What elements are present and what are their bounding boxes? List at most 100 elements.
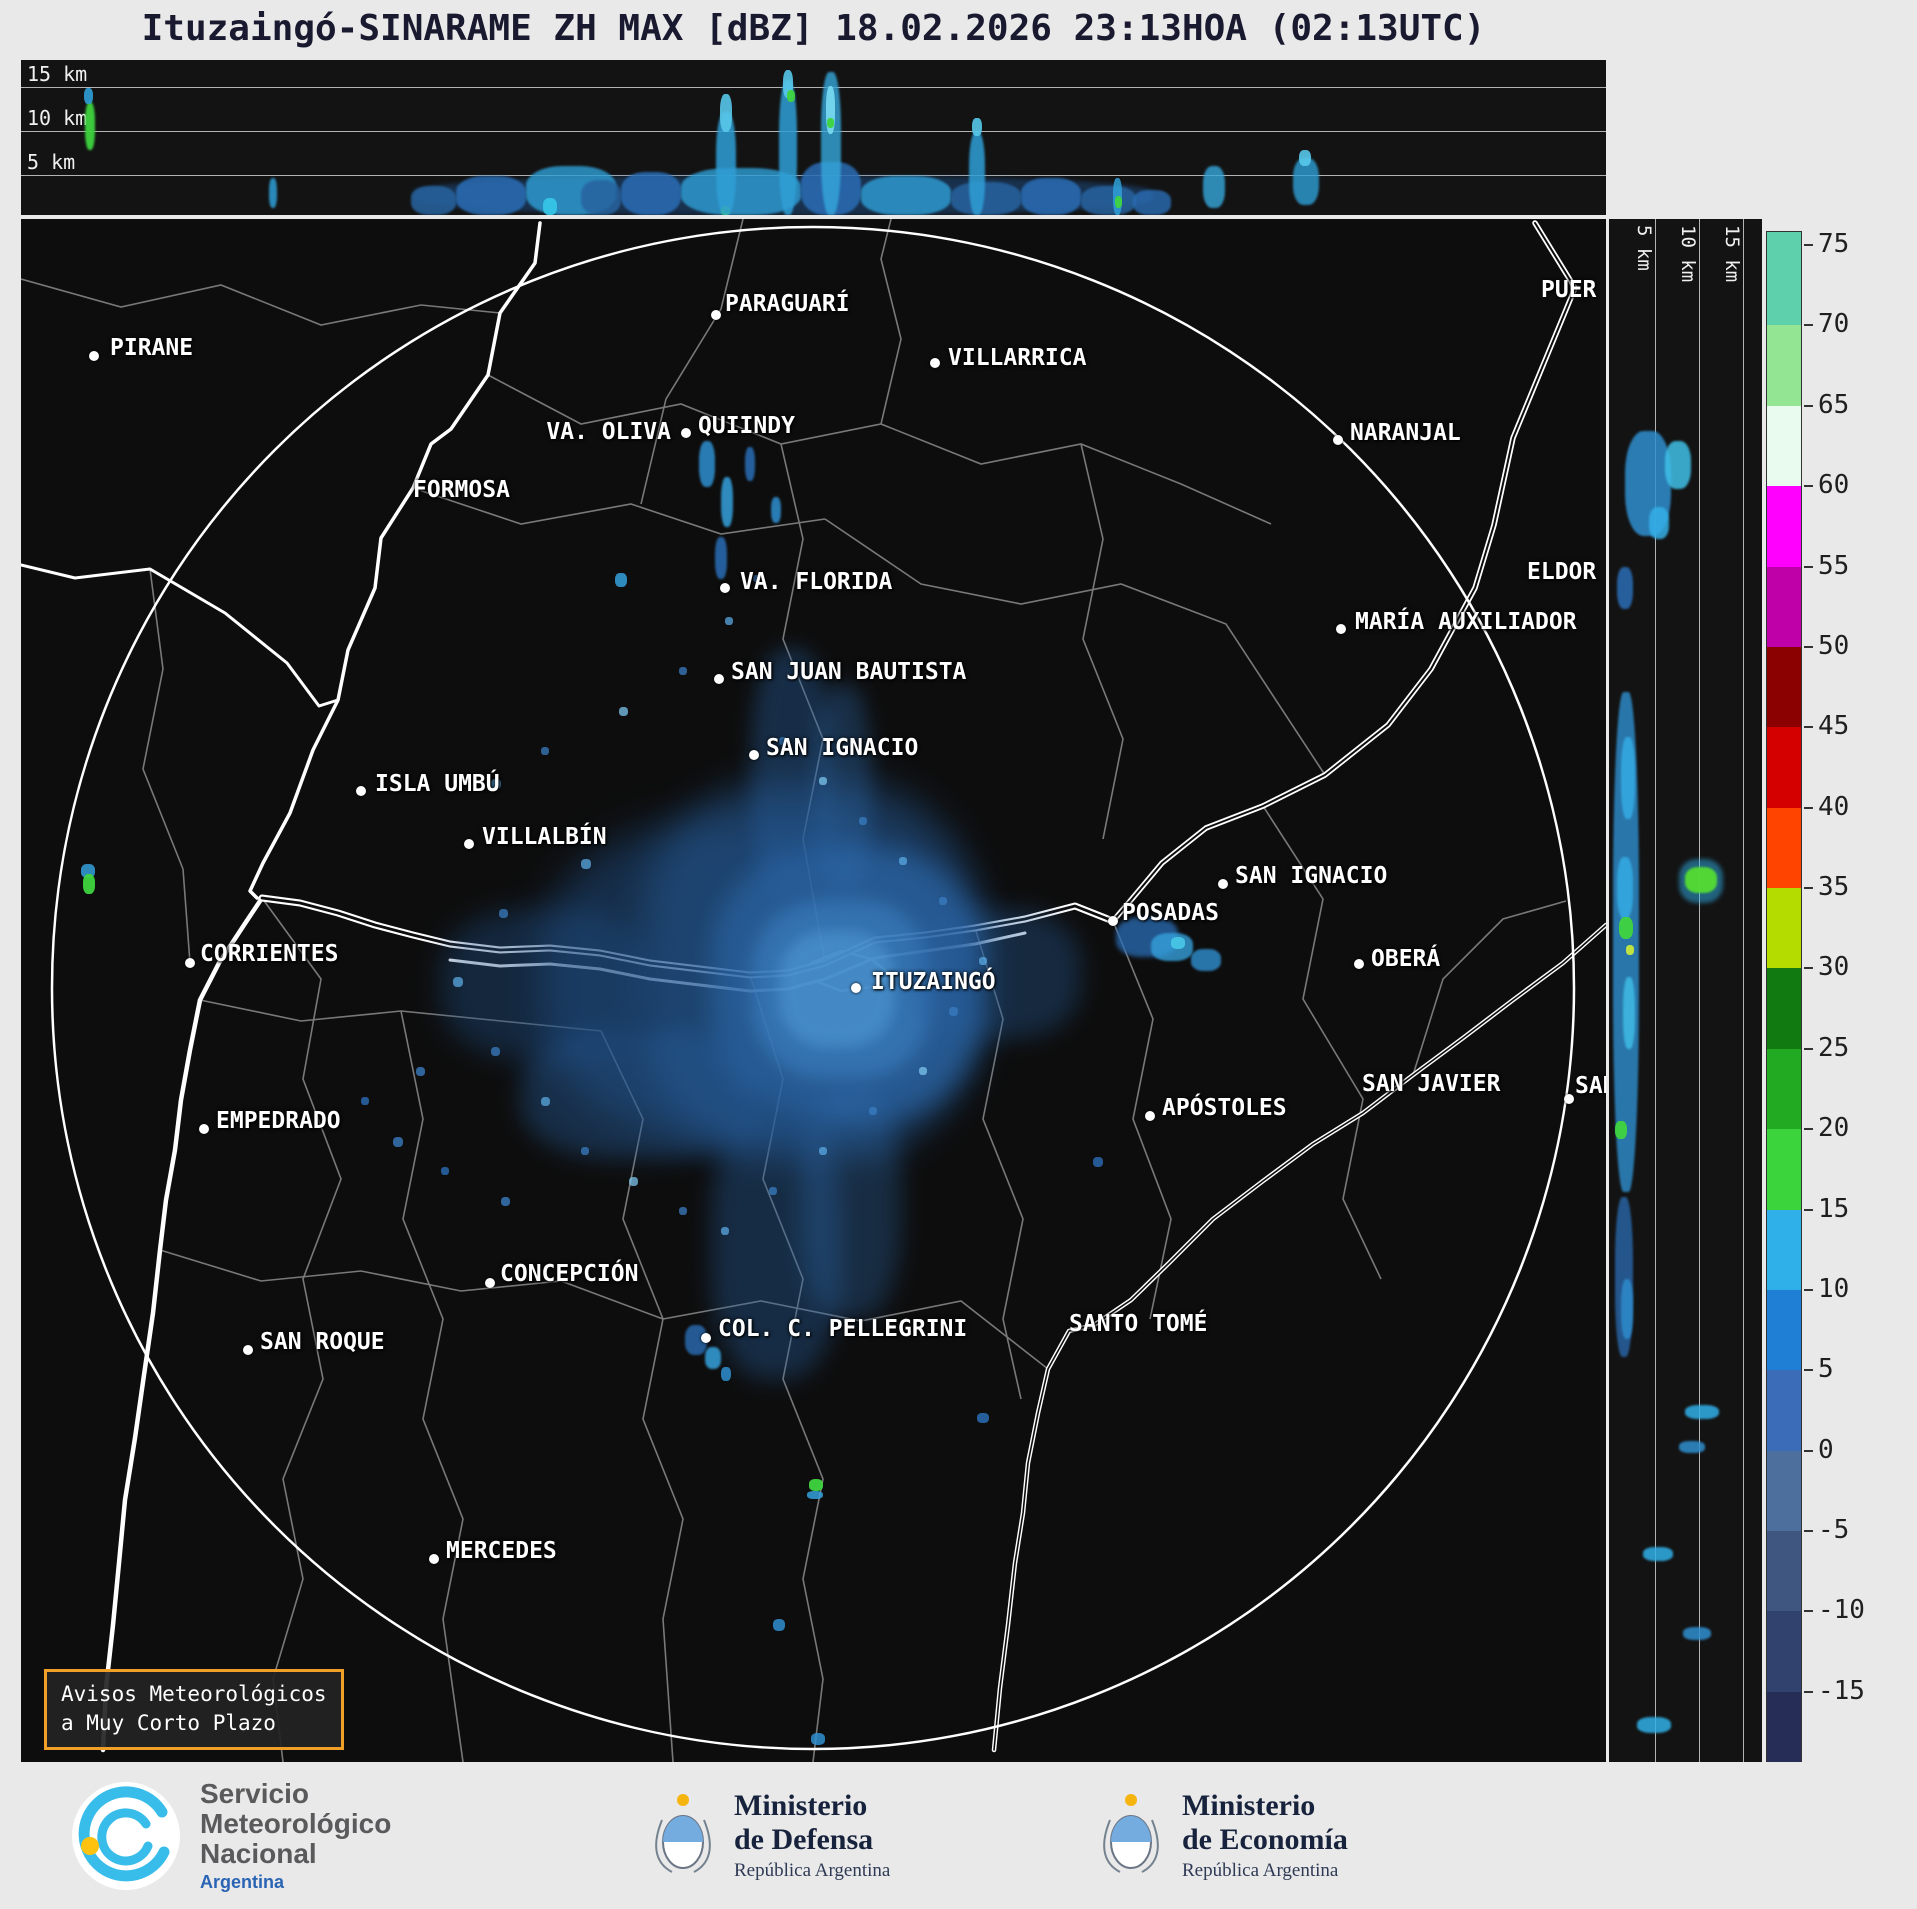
colorbar-tick-label: -15 xyxy=(1804,1675,1865,1706)
radar-echo xyxy=(807,1491,823,1499)
city-label: OBERÁ xyxy=(1371,946,1441,972)
colorbar-tick-label: 60 xyxy=(1803,470,1850,501)
radar-echo xyxy=(1021,178,1081,215)
radar-echo xyxy=(541,747,549,755)
city-label: EMPEDRADO xyxy=(216,1108,341,1134)
city-label: MERCEDES xyxy=(446,1538,557,1564)
colorbar-segment xyxy=(1767,646,1801,728)
colorbar-tick-label: 35 xyxy=(1803,872,1850,903)
altitude-line-10km xyxy=(21,131,1606,132)
radar-echo xyxy=(721,477,733,527)
colorbar-segment xyxy=(1767,1450,1801,1532)
city-label: VILLARRICA xyxy=(948,345,1087,371)
radar-echo xyxy=(1617,567,1633,609)
colorbar-segment xyxy=(1767,1611,1801,1692)
radar-echo xyxy=(1683,1627,1711,1640)
colorbar-segment xyxy=(1767,1289,1801,1371)
altitude-vline-10km xyxy=(1699,219,1700,1762)
radar-echo xyxy=(1623,977,1635,1049)
radar-echo xyxy=(811,1733,825,1745)
radar-echo xyxy=(827,118,834,128)
city-label: SANTO TOMÉ xyxy=(1069,1311,1208,1337)
radar-echo xyxy=(1617,857,1633,919)
radar-echo xyxy=(83,874,95,894)
altitude-label-15km: 15 km xyxy=(27,62,88,86)
radar-echo xyxy=(911,909,1081,1039)
city-label: FORMOSA xyxy=(413,477,510,503)
city-dot xyxy=(485,1278,495,1288)
radar-echo xyxy=(699,441,715,487)
coat-of-arms-icon xyxy=(655,1793,711,1873)
radar-echo xyxy=(1621,1279,1633,1339)
radar-echo xyxy=(543,198,557,215)
colorbar-segment xyxy=(1767,807,1801,889)
radar-echo xyxy=(949,1007,958,1016)
radar-echo xyxy=(979,957,987,965)
radar-echo xyxy=(809,1479,823,1491)
smn-logo-text: Servicio Meteorológico Nacional Argentin… xyxy=(200,1778,391,1892)
city-label: MARÍA AUXILIADOR xyxy=(1355,609,1577,635)
smn-logo-icon xyxy=(72,1781,180,1890)
dbz-colorbar xyxy=(1766,231,1802,1764)
province-borders xyxy=(21,219,1567,1762)
colorbar-tick-label: 55 xyxy=(1803,550,1850,581)
radar-echo xyxy=(779,737,787,745)
range-ring-layer xyxy=(50,225,1576,1751)
city-label: CORRIENTES xyxy=(200,941,339,967)
colorbar-segment xyxy=(1767,1691,1801,1763)
colorbar-tick-label: 5 xyxy=(1804,1354,1834,1385)
radar-echo xyxy=(1171,937,1185,949)
city-dot xyxy=(930,358,940,368)
parana-river-lower xyxy=(100,895,265,1753)
city-label: SAN JAVIER xyxy=(1362,1071,1501,1097)
right-panel-echoes xyxy=(1609,219,1762,1762)
altitude-line-15km xyxy=(21,87,1606,88)
altitude-label-10km: 10 km xyxy=(27,106,88,130)
defensa-logo-group: Ministerio de Defensa República Argentin… xyxy=(650,1762,890,1909)
city-label: VA. OLIVA xyxy=(546,419,671,445)
radar-echo xyxy=(1615,1121,1627,1139)
colorbar-tick-label: 65 xyxy=(1803,389,1850,420)
radar-echo xyxy=(615,573,627,587)
radar-echo xyxy=(826,86,835,134)
radar-echo xyxy=(721,1227,729,1235)
radar-echo xyxy=(720,94,732,132)
colorbar-segment xyxy=(1767,325,1801,406)
radar-echo xyxy=(801,1089,901,1319)
city-dot xyxy=(356,786,366,796)
radar-echo xyxy=(819,777,827,785)
city-label: CONCEPCIÓN xyxy=(500,1261,639,1287)
radar-echo xyxy=(581,859,591,869)
colorbar-segment xyxy=(1767,1048,1801,1130)
radar-echo xyxy=(779,80,797,215)
radar-echo xyxy=(1081,186,1136,215)
radar-echo xyxy=(771,497,781,523)
radar-echo xyxy=(969,132,985,215)
radar-echo xyxy=(705,1347,721,1369)
city-label: SAN ROQUE xyxy=(260,1329,385,1355)
colorbar-segment xyxy=(1767,232,1801,326)
radar-map: PIRANE PARAGUARÍ VILLARRICA QUIINDY VA. OLIV… xyxy=(21,219,1606,1762)
radar-echo xyxy=(899,857,907,865)
radar-echo xyxy=(1093,1157,1103,1167)
city-label: PIRANE xyxy=(110,335,194,361)
radar-echo xyxy=(541,1097,550,1106)
city-dot xyxy=(429,1554,439,1564)
radar-echo xyxy=(1637,1717,1671,1733)
city-label: ISLA UMBÚ xyxy=(375,771,500,797)
radar-echo xyxy=(361,1097,369,1105)
city-label: NARANJAL xyxy=(1350,420,1461,446)
advisory-box: Avisos Meteorológicos a Muy Corto Plazo xyxy=(44,1669,344,1750)
radar-echo xyxy=(84,88,93,104)
advisory-line-2: a Muy Corto Plazo xyxy=(61,1711,276,1736)
radar-echo xyxy=(939,897,947,905)
radar-echo xyxy=(441,1167,449,1175)
city-dot xyxy=(1108,916,1118,926)
defensa-line-1: Ministerio xyxy=(734,1789,868,1823)
city-label: SAN xyxy=(1575,1073,1606,1099)
colorbar-segment xyxy=(1767,566,1801,647)
economia-line-1: Ministerio xyxy=(1182,1789,1316,1823)
radar-echo xyxy=(753,575,760,582)
colorbar-tick-label: 45 xyxy=(1803,711,1850,742)
footer: Servicio Meteorológico Nacional Argentin… xyxy=(0,1762,1917,1909)
